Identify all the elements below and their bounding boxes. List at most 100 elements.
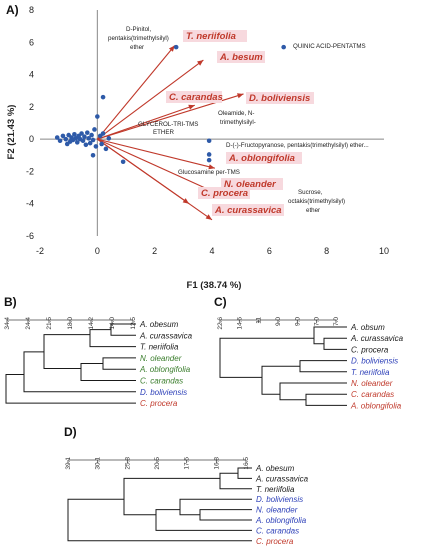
x-tick-label: 6 bbox=[267, 246, 272, 256]
dendrogram-link bbox=[219, 337, 314, 378]
x-tick-label: -2 bbox=[36, 246, 44, 256]
label-bg bbox=[246, 92, 314, 104]
dendrogram-link bbox=[80, 363, 136, 381]
scale-label: 22.6 bbox=[217, 317, 224, 330]
scale-label: 7.0 bbox=[333, 317, 340, 326]
data-point bbox=[54, 135, 60, 140]
label-bg bbox=[183, 30, 247, 42]
annotation-oleamide-1: Oleamide, N- bbox=[218, 110, 254, 117]
panel-b: B) 34.4 24.4 21.5 18.0 14.2 14.0 12.5 A. obesu… bbox=[0, 292, 210, 422]
annotation-sucrose-2: octakis(trimethylsilyl) bbox=[288, 198, 345, 205]
scale-label: 9.0 bbox=[294, 317, 301, 326]
panel-a-label: A) bbox=[6, 3, 19, 17]
scale-label: 21.5 bbox=[46, 317, 53, 330]
dendrogram-leaf-label: A. curassavica bbox=[350, 334, 404, 343]
y-tick-label: -2 bbox=[26, 166, 34, 176]
x-tick-label: 2 bbox=[152, 246, 157, 256]
data-point bbox=[63, 136, 69, 142]
biplot-vector bbox=[96, 45, 176, 140]
biplot-vector bbox=[97, 138, 213, 221]
annotation-oleamide-2: trimethylsilyl- bbox=[220, 119, 256, 126]
scale-label: 30.1 bbox=[95, 457, 102, 470]
data-point bbox=[99, 141, 104, 147]
data-point bbox=[120, 159, 126, 165]
biplot-vector bbox=[97, 104, 195, 140]
scale-label: 24.4 bbox=[25, 317, 32, 330]
dendrogram-link bbox=[102, 357, 136, 370]
data-point bbox=[92, 127, 97, 132]
annotation-sucrose-1: Sucrose, bbox=[298, 189, 323, 196]
data-point bbox=[173, 44, 179, 50]
scale-label: 9.0 bbox=[275, 317, 282, 326]
dendrogram-leaf-label: T. neriifolia bbox=[256, 485, 295, 494]
dendrogram-leaf-label: C. carandas bbox=[351, 390, 394, 399]
dendrogram-leaf-label: T. neriifolia bbox=[140, 343, 179, 352]
dendrogram-leaf-label: C. carandas bbox=[256, 526, 299, 535]
data-point bbox=[83, 142, 89, 148]
dendrogram-leaf-label: C. carandas bbox=[140, 377, 183, 386]
data-point bbox=[206, 138, 212, 144]
scale-label: 16.8 bbox=[213, 457, 220, 470]
dendrogram-link bbox=[299, 360, 347, 373]
scale-label: 14.2 bbox=[88, 317, 95, 330]
biplot-arrowhead bbox=[168, 45, 175, 52]
dendrogram-leaf-label: A. oblongifolia bbox=[255, 516, 307, 525]
biplot-arrowhead bbox=[197, 60, 204, 66]
x-tick-label: 8 bbox=[324, 246, 329, 256]
scale-label: 16.5 bbox=[243, 457, 250, 470]
dendrogram-link bbox=[123, 477, 220, 516]
x-tick-label: 0 bbox=[95, 246, 100, 256]
annotation-quinic: QUINIC ACID-PENTATMS bbox=[293, 43, 366, 50]
panel-a: A) -2 0 2 4 6 8 10 -6 -4 -2 0 2 4 6 8 D-Pinitol, penta… bbox=[6, 3, 389, 291]
dendrogram-link bbox=[313, 326, 347, 345]
annotation-fructo: D-(-)-Fructopyranose, pentakis(trimethyl… bbox=[226, 142, 369, 149]
data-point bbox=[87, 140, 93, 146]
biplot-vector bbox=[97, 138, 215, 169]
panel-c-label: C) bbox=[214, 295, 227, 309]
data-point bbox=[74, 140, 80, 145]
x-axis-label: F1 (38.74 %) bbox=[187, 280, 242, 291]
dendrogram-link bbox=[305, 393, 347, 406]
data-point bbox=[93, 144, 99, 149]
dendrogram-c: C) 22.6 14.6 11 9.0 9.0 7.0 7.0 A. obsum A. cur… bbox=[214, 295, 404, 410]
vector-label-a-besum: A. besum bbox=[219, 52, 263, 63]
vector-label-n-oleander: N. oleander bbox=[224, 179, 277, 190]
panel-d: D) 39.1 30.1 25.8 20.5 17.5 16.8 16.5 A. obesu… bbox=[60, 422, 360, 550]
y-tick-label: 4 bbox=[29, 70, 34, 80]
y-tick-label: 0 bbox=[29, 134, 34, 144]
data-point bbox=[64, 141, 70, 147]
dendrogram-leaf-label: A. curassavica bbox=[255, 474, 309, 483]
data-point bbox=[90, 137, 96, 143]
vector-label-t-neriifolia: T. neriifolia bbox=[186, 31, 236, 42]
y-tick-label: -6 bbox=[26, 231, 34, 241]
dendrogram-link bbox=[5, 374, 136, 404]
y-tick-label: 8 bbox=[29, 5, 34, 15]
biplot-arrowhead bbox=[208, 164, 215, 170]
data-point bbox=[60, 133, 66, 139]
scale-label: 14.0 bbox=[109, 317, 116, 330]
dendrogram-leaf-label: C. procera bbox=[140, 399, 178, 408]
data-point bbox=[206, 152, 212, 157]
dendrogram-link bbox=[323, 337, 347, 350]
data-point bbox=[86, 136, 92, 141]
label-bg bbox=[217, 51, 265, 63]
data-point bbox=[100, 131, 106, 136]
dendrogram-link bbox=[279, 382, 347, 401]
data-point bbox=[106, 136, 112, 141]
data-point bbox=[85, 130, 90, 135]
vector-label-a-oblongifolia: A. oblongifolia bbox=[228, 153, 295, 164]
annotation-glucosamine: Glucosamine per-TMS bbox=[178, 169, 240, 176]
vector-label-a-curassavica: A. curassavica bbox=[214, 205, 282, 216]
dendrogram-leaf-label: N. oleander bbox=[140, 354, 182, 363]
annotation-sucrose-3: ether bbox=[306, 207, 320, 214]
biplot-arrowhead bbox=[205, 214, 212, 220]
dendrogram-leaf-label: D. boliviensis bbox=[140, 388, 187, 397]
data-point bbox=[79, 131, 84, 136]
data-point bbox=[95, 114, 100, 119]
annotation-glycerol-1: GLYCEROL-TRI-TMS bbox=[138, 121, 198, 128]
scale-label: 17.5 bbox=[184, 457, 191, 470]
dendrogram-b: B) 34.4 24.4 21.5 18.0 14.2 14.0 12.5 A. obesu… bbox=[4, 295, 193, 408]
biplot-vector bbox=[97, 59, 204, 140]
vector-label-c-procera: C. procera bbox=[201, 188, 248, 199]
dendrogram-leaf-label: C. procera bbox=[351, 345, 389, 354]
